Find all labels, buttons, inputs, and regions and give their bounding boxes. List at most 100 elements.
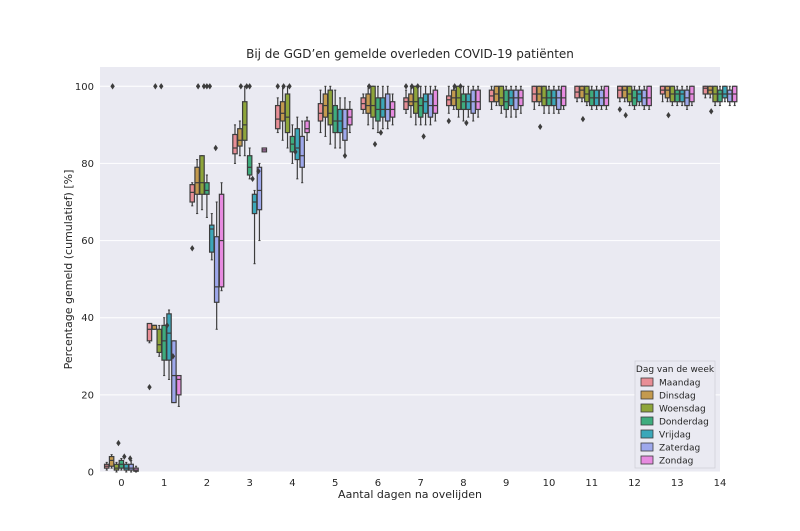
- box-body: [161, 324, 167, 361]
- legend-label-donderdag: Donderdag: [659, 418, 709, 428]
- box-vrijdag-10: [551, 85, 557, 114]
- legend-label-dinsdag: Dinsdag: [659, 392, 696, 402]
- x-tick-label: 10: [543, 478, 556, 489]
- box-body: [146, 322, 153, 342]
- box-maandag-3: [232, 124, 238, 164]
- box-body: [408, 93, 414, 107]
- legend-label-zaterdag: Zaterdag: [659, 444, 700, 454]
- x-tick-label: 2: [204, 478, 210, 489]
- box-vrijdag-0: [123, 461, 130, 473]
- box-zaterdag-12: [641, 85, 648, 110]
- outlier-point: [207, 83, 213, 90]
- outlier-point: [281, 83, 286, 90]
- box-body: [237, 128, 243, 147]
- box-body: [403, 97, 409, 111]
- box-zondag-1: [175, 374, 182, 407]
- box-vrijdag-14: [722, 85, 728, 103]
- box-maandag-1: [146, 322, 153, 391]
- x-tick-label: 9: [503, 478, 509, 489]
- box-donderdag-11: [588, 85, 595, 110]
- box-body: [199, 155, 205, 195]
- box-body: [317, 103, 324, 122]
- outlier-point: [110, 83, 115, 90]
- box-zaterdag-11: [598, 85, 605, 110]
- box-donderdag-12: [631, 85, 638, 110]
- box-body: [702, 85, 709, 95]
- box-maandag-0: [103, 461, 110, 471]
- outlier-point: [287, 83, 292, 90]
- outlier-point: [244, 83, 249, 90]
- box-body: [204, 182, 210, 195]
- x-tick-label: 1: [161, 478, 167, 489]
- box-body: [579, 85, 585, 99]
- outlier-point: [250, 175, 255, 183]
- outlier-point: [159, 83, 164, 90]
- outlier-point: [170, 353, 176, 360]
- box-body: [274, 104, 281, 130]
- x-tick-label: 0: [118, 478, 124, 489]
- plot-background: [100, 67, 720, 472]
- box-body: [156, 328, 163, 354]
- box-woensdag-13: [669, 85, 676, 107]
- box-body: [636, 89, 643, 103]
- x-tick-label: 13: [671, 478, 684, 489]
- outlier-point: [238, 83, 244, 90]
- x-axis-title: Aantal dagen na ovelijden: [338, 488, 482, 501]
- x-tick-label: 3: [246, 478, 252, 489]
- box-zondag-5: [347, 101, 353, 134]
- box-body: [384, 93, 391, 122]
- box-body: [232, 133, 238, 155]
- outlier-point: [122, 453, 127, 460]
- y-tick-label: 80: [81, 159, 94, 170]
- outlier-point: [153, 83, 158, 90]
- x-tick-label: 6: [375, 478, 381, 489]
- box-dinsdag-8: [450, 85, 457, 110]
- box-vrijdag-3: [251, 189, 258, 265]
- box-zondag-8: [475, 85, 481, 118]
- outlier-point: [409, 83, 415, 90]
- box-body: [432, 89, 439, 114]
- box-vrijdag-9: [508, 85, 514, 118]
- box-woensdag-4: [284, 85, 291, 149]
- box-zondag-14: [731, 85, 738, 107]
- outlier-point: [201, 83, 207, 90]
- box-woensdag-1: [156, 324, 163, 357]
- box-zaterdag-3: [256, 162, 263, 242]
- outlier-point: [464, 119, 469, 127]
- outlier-point: [164, 322, 170, 329]
- box-zaterdag-4: [299, 120, 305, 184]
- outlier-point: [378, 129, 384, 136]
- box-donderdag-8: [460, 85, 467, 122]
- box-marks: [103, 83, 738, 473]
- box-body: [422, 93, 429, 114]
- box-zaterdag-9: [513, 85, 519, 118]
- outlier-point: [247, 83, 252, 90]
- legend-label-maandag: Maandag: [659, 379, 700, 389]
- outlier-point: [342, 152, 348, 159]
- box-zaterdag-5: [342, 97, 348, 159]
- box-zondag-3: [261, 147, 268, 153]
- legend-swatch-woensdag: [640, 403, 654, 413]
- y-tick-label: 40: [81, 313, 94, 324]
- box-woensdag-2: [199, 155, 205, 211]
- chart-title: Bij de GGD’en gemelde overleden COVID-19…: [246, 47, 574, 61]
- box-maandag-9: [488, 85, 495, 110]
- outlier-point: [116, 439, 121, 447]
- legend-swatch-zaterdag: [640, 442, 654, 452]
- box-zondag-2: [218, 182, 225, 292]
- x-tick-label: 4: [289, 478, 295, 489]
- legend: Dag van de week Maandag Dinsdag Woensdag Do…: [634, 360, 716, 469]
- box-body: [717, 89, 723, 103]
- box-body: [365, 93, 371, 114]
- box-body: [175, 374, 182, 396]
- box-body: [541, 85, 547, 107]
- box-vrijdag-6: [380, 85, 386, 130]
- box-body: [113, 463, 120, 471]
- box-maandag-8: [445, 85, 452, 125]
- outlier-point: [372, 140, 378, 148]
- box-body: [503, 89, 510, 111]
- box-body: [189, 184, 196, 203]
- outlier-point: [204, 83, 210, 90]
- box-body: [603, 85, 610, 107]
- box-body: [674, 89, 681, 103]
